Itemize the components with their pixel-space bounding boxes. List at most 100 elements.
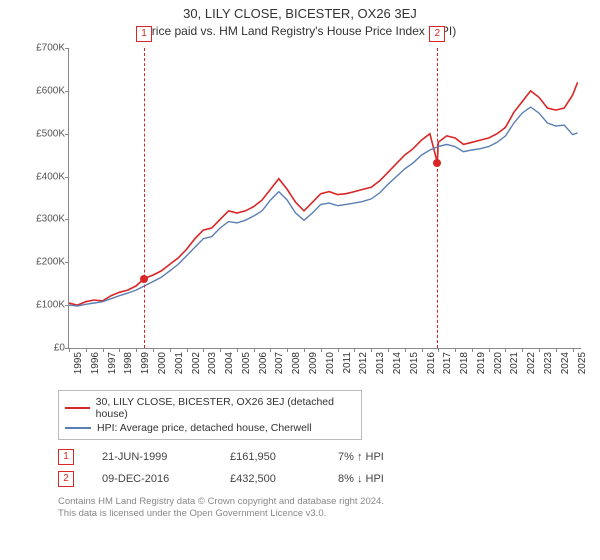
x-tick-mark	[119, 348, 120, 352]
x-tick-mark	[438, 348, 439, 352]
legend-label: 30, LILY CLOSE, BICESTER, OX26 3EJ (deta…	[96, 396, 355, 420]
x-tick-label: 2020	[493, 352, 504, 382]
x-tick-label: 1997	[107, 352, 118, 382]
y-tick-mark	[65, 134, 69, 135]
footnote: Contains HM Land Registry data © Crown c…	[58, 496, 580, 521]
x-tick-mark	[103, 348, 104, 352]
x-tick-label: 2015	[409, 352, 420, 382]
y-tick-mark	[65, 262, 69, 263]
x-tick-label: 2003	[207, 352, 218, 382]
x-tick-label: 2022	[526, 352, 537, 382]
x-tick-label: 2017	[442, 352, 453, 382]
y-tick-label: £100K	[35, 300, 65, 311]
x-tick-mark	[489, 348, 490, 352]
legend-swatch	[65, 407, 90, 409]
y-tick-label: £200K	[35, 257, 65, 268]
footnote-line: This data is licensed under the Open Gov…	[58, 508, 580, 520]
x-tick-mark	[69, 348, 70, 352]
x-tick-mark	[86, 348, 87, 352]
x-tick-mark	[237, 348, 238, 352]
x-tick-mark	[270, 348, 271, 352]
y-tick-label: £600K	[35, 85, 65, 96]
x-tick-mark	[539, 348, 540, 352]
y-tick-mark	[65, 177, 69, 178]
y-tick-label: £500K	[35, 128, 65, 139]
x-tick-label: 2025	[577, 352, 588, 382]
event-row: 2 09-DEC-2016 £432,500 8% ↓ HPI	[58, 468, 580, 490]
page-title: 30, LILY CLOSE, BICESTER, OX26 3EJ	[0, 6, 600, 21]
event-price: £432,500	[230, 473, 310, 485]
x-tick-mark	[187, 348, 188, 352]
y-tick-label: £300K	[35, 214, 65, 225]
legend-row-hpi: HPI: Average price, detached house, Cher…	[65, 421, 355, 435]
marker-box: 2	[429, 26, 445, 42]
legend-swatch	[65, 427, 91, 429]
x-tick-mark	[304, 348, 305, 352]
y-tick-mark	[65, 91, 69, 92]
x-tick-label: 2004	[224, 352, 235, 382]
marker-vline	[144, 48, 145, 348]
x-tick-mark	[371, 348, 372, 352]
x-tick-label: 2008	[291, 352, 302, 382]
footnote-line: Contains HM Land Registry data © Crown c…	[58, 496, 580, 508]
x-tick-mark	[522, 348, 523, 352]
event-row: 1 21-JUN-1999 £161,950 7% ↑ HPI	[58, 446, 580, 468]
x-tick-label: 2018	[459, 352, 470, 382]
y-tick-mark	[65, 305, 69, 306]
x-tick-label: 2021	[509, 352, 520, 382]
x-tick-label: 2000	[157, 352, 168, 382]
x-tick-mark	[422, 348, 423, 352]
x-tick-mark	[354, 348, 355, 352]
x-tick-label: 2007	[274, 352, 285, 382]
x-tick-mark	[254, 348, 255, 352]
marker-dot	[433, 159, 441, 167]
x-tick-mark	[170, 348, 171, 352]
x-tick-mark	[136, 348, 137, 352]
x-tick-mark	[505, 348, 506, 352]
event-delta: 7% ↑ HPI	[338, 451, 384, 463]
y-tick-mark	[65, 48, 69, 49]
x-tick-label: 1998	[123, 352, 134, 382]
marker-dot	[140, 275, 148, 283]
event-marker-box: 2	[58, 471, 74, 487]
x-tick-mark	[287, 348, 288, 352]
event-delta: 8% ↓ HPI	[338, 473, 384, 485]
y-tick-label: £0	[35, 343, 65, 354]
x-tick-mark	[338, 348, 339, 352]
x-tick-label: 2011	[342, 352, 353, 382]
page-subtitle: Price paid vs. HM Land Registry's House …	[0, 24, 600, 38]
legend-row-property: 30, LILY CLOSE, BICESTER, OX26 3EJ (deta…	[65, 395, 355, 421]
x-tick-mark	[405, 348, 406, 352]
marker-box: 1	[136, 26, 152, 42]
event-date: 09-DEC-2016	[102, 473, 202, 485]
series-line-property	[69, 82, 578, 305]
x-tick-label: 2014	[392, 352, 403, 382]
legend-label: HPI: Average price, detached house, Cher…	[97, 422, 312, 434]
plot-area: £0£100K£200K£300K£400K£500K£600K£700K199…	[68, 48, 581, 349]
x-tick-label: 1995	[73, 352, 84, 382]
x-tick-label: 2023	[543, 352, 554, 382]
x-tick-label: 1996	[90, 352, 101, 382]
x-tick-label: 2024	[560, 352, 571, 382]
y-tick-label: £700K	[35, 43, 65, 54]
x-tick-label: 2009	[308, 352, 319, 382]
x-tick-mark	[472, 348, 473, 352]
x-tick-label: 2010	[325, 352, 336, 382]
event-date: 21-JUN-1999	[102, 451, 202, 463]
x-tick-mark	[573, 348, 574, 352]
line-svg	[69, 48, 581, 348]
x-tick-mark	[153, 348, 154, 352]
x-tick-label: 2001	[174, 352, 185, 382]
y-tick-label: £400K	[35, 171, 65, 182]
x-tick-label: 2006	[258, 352, 269, 382]
event-marker-box: 1	[58, 449, 74, 465]
x-tick-mark	[556, 348, 557, 352]
x-tick-mark	[220, 348, 221, 352]
x-tick-mark	[455, 348, 456, 352]
events-table: 1 21-JUN-1999 £161,950 7% ↑ HPI 2 09-DEC…	[58, 446, 580, 490]
legend: 30, LILY CLOSE, BICESTER, OX26 3EJ (deta…	[58, 390, 362, 440]
chart: £0£100K£200K£300K£400K£500K£600K£700K199…	[38, 48, 580, 388]
x-tick-label: 2012	[358, 352, 369, 382]
x-tick-mark	[388, 348, 389, 352]
marker-vline	[437, 48, 438, 348]
